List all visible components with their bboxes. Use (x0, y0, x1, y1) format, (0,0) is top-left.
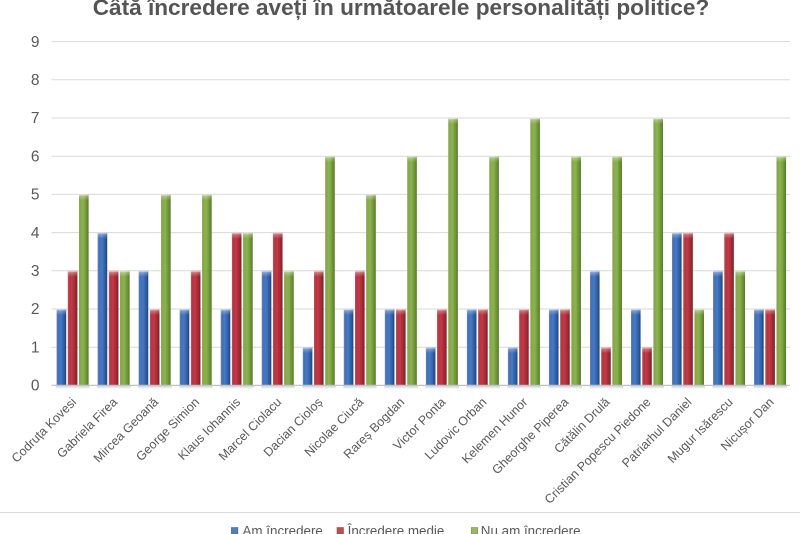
svg-text:1: 1 (31, 339, 40, 356)
svg-text:3: 3 (31, 263, 40, 280)
svg-text:0: 0 (31, 378, 40, 395)
svg-text:2: 2 (31, 301, 40, 318)
svg-text:Încredere medie: Încredere medie (347, 523, 445, 534)
svg-text:Nu am încredere: Nu am încredere (481, 523, 581, 534)
svg-text:7: 7 (31, 110, 40, 127)
svg-text:4: 4 (31, 225, 40, 242)
svg-text:8: 8 (31, 72, 40, 89)
svg-text:6: 6 (31, 148, 40, 165)
svg-text:Câtă încredere aveți în următo: Câtă încredere aveți în următoarele pers… (93, 0, 710, 20)
svg-text:9: 9 (31, 34, 40, 51)
svg-text:5: 5 (31, 187, 40, 204)
svg-text:Am încredere: Am încredere (243, 523, 323, 534)
